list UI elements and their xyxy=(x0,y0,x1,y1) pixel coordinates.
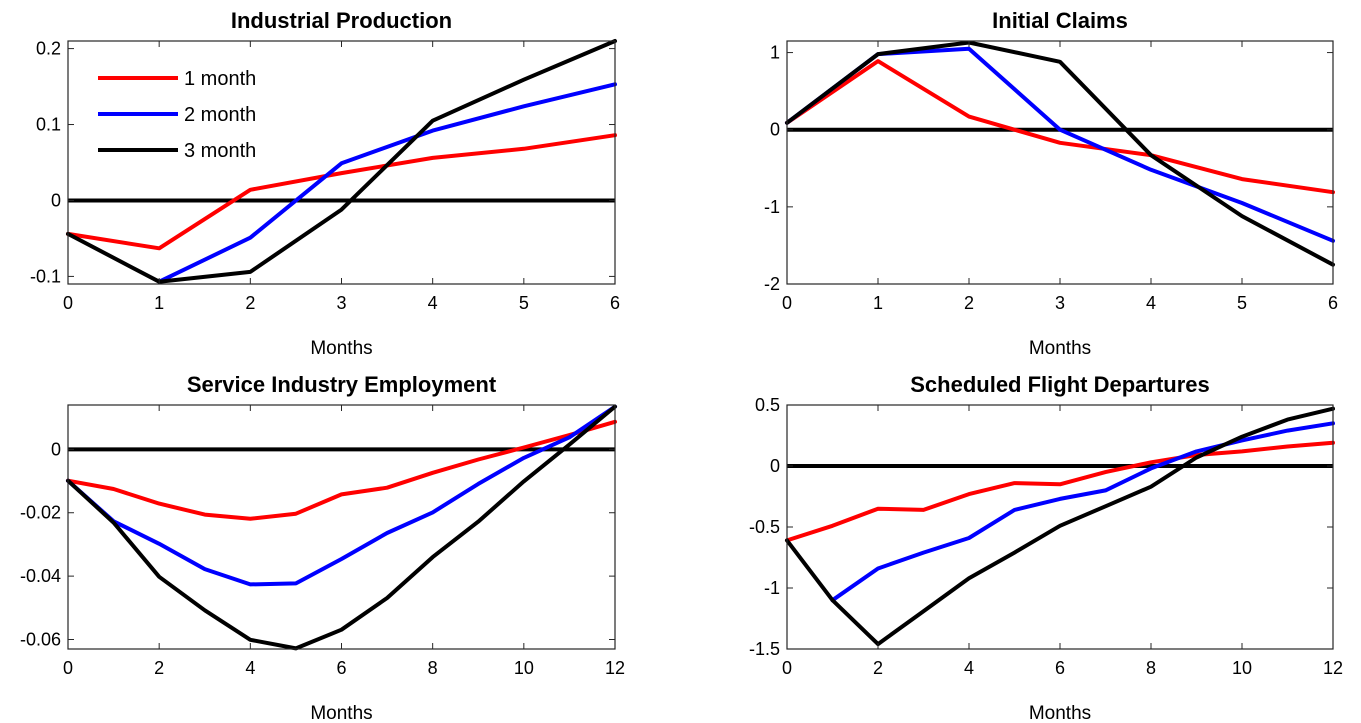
x-tick-label: 3 xyxy=(1055,293,1065,313)
x-tick-label: 2 xyxy=(873,658,883,678)
x-tick-label: 10 xyxy=(1232,658,1252,678)
chart-title: Service Industry Employment xyxy=(187,372,497,397)
series-line-3-month xyxy=(66,404,617,651)
x-tick-label: 12 xyxy=(605,658,625,678)
chart-title: Initial Claims xyxy=(992,8,1128,33)
y-tick-label: 0 xyxy=(770,456,780,476)
x-tick-label: 0 xyxy=(782,293,792,313)
series-line-2-month xyxy=(830,421,1335,603)
x-tick-label: 3 xyxy=(336,293,346,313)
x-tick-label: 0 xyxy=(63,658,73,678)
legend-label: 1 month xyxy=(184,68,256,90)
x-axis-label: Months xyxy=(1029,703,1091,723)
x-axis-label: Months xyxy=(310,703,372,723)
y-tick-label: 0 xyxy=(51,190,61,210)
x-tick-label: 8 xyxy=(1146,658,1156,678)
x-tick-label: 4 xyxy=(245,658,255,678)
y-tick-label: 0 xyxy=(770,120,780,140)
legend-label: 2 month xyxy=(184,104,256,126)
series-line-1-month xyxy=(785,59,1335,195)
series-line-2-month xyxy=(66,404,617,587)
y-tick-label: 1 xyxy=(770,43,780,63)
x-tick-label: 2 xyxy=(245,293,255,313)
y-tick-label: -2 xyxy=(764,274,780,294)
x-tick-label: 1 xyxy=(873,293,883,313)
x-tick-label: 8 xyxy=(428,658,438,678)
y-tick-label: -0.02 xyxy=(20,503,61,523)
y-tick-label: 0.1 xyxy=(36,115,61,135)
series-line-3-month xyxy=(785,40,1335,267)
series-line-1-month xyxy=(66,133,617,251)
x-tick-label: 12 xyxy=(1323,658,1343,678)
plot-area-frame xyxy=(67,404,616,650)
x-tick-label: 4 xyxy=(428,293,438,313)
series-line-1-month xyxy=(785,440,1335,543)
y-tick-label: -0.1 xyxy=(30,266,61,286)
x-tick-label: 0 xyxy=(63,293,73,313)
x-tick-label: 4 xyxy=(964,658,974,678)
y-tick-label: -1 xyxy=(764,197,780,217)
y-tick-label: 0.2 xyxy=(36,39,61,59)
y-tick-label: -0.06 xyxy=(20,629,61,649)
y-tick-label: -0.5 xyxy=(749,517,780,537)
y-tick-label: -1.5 xyxy=(749,639,780,659)
x-tick-label: 2 xyxy=(154,658,164,678)
x-tick-label: 5 xyxy=(1237,293,1247,313)
y-tick-label: 0 xyxy=(51,439,61,459)
plot-area-frame xyxy=(786,40,1334,285)
x-axis-label: Months xyxy=(310,338,372,359)
x-axis-label: Months xyxy=(1029,338,1091,359)
x-tick-label: 1 xyxy=(154,293,164,313)
x-tick-label: 10 xyxy=(514,658,534,678)
series-line-2-month xyxy=(157,82,617,284)
series-line-1-month xyxy=(66,419,617,521)
x-tick-label: 6 xyxy=(1055,658,1065,678)
chart-title: Scheduled Flight Departures xyxy=(910,372,1210,397)
series-line-3-month xyxy=(785,406,1335,647)
x-tick-label: 5 xyxy=(519,293,529,313)
x-tick-label: 4 xyxy=(1146,293,1156,313)
chart-title: Industrial Production xyxy=(231,8,452,33)
x-tick-label: 2 xyxy=(964,293,974,313)
x-tick-label: 0 xyxy=(782,658,792,678)
y-tick-label: -0.04 xyxy=(20,566,61,586)
legend-label: 3 month xyxy=(184,140,256,162)
y-tick-label: 0.5 xyxy=(755,395,780,415)
x-tick-label: 6 xyxy=(1328,293,1338,313)
x-tick-label: 6 xyxy=(610,293,620,313)
y-tick-label: -1 xyxy=(764,578,780,598)
x-tick-label: 6 xyxy=(336,658,346,678)
